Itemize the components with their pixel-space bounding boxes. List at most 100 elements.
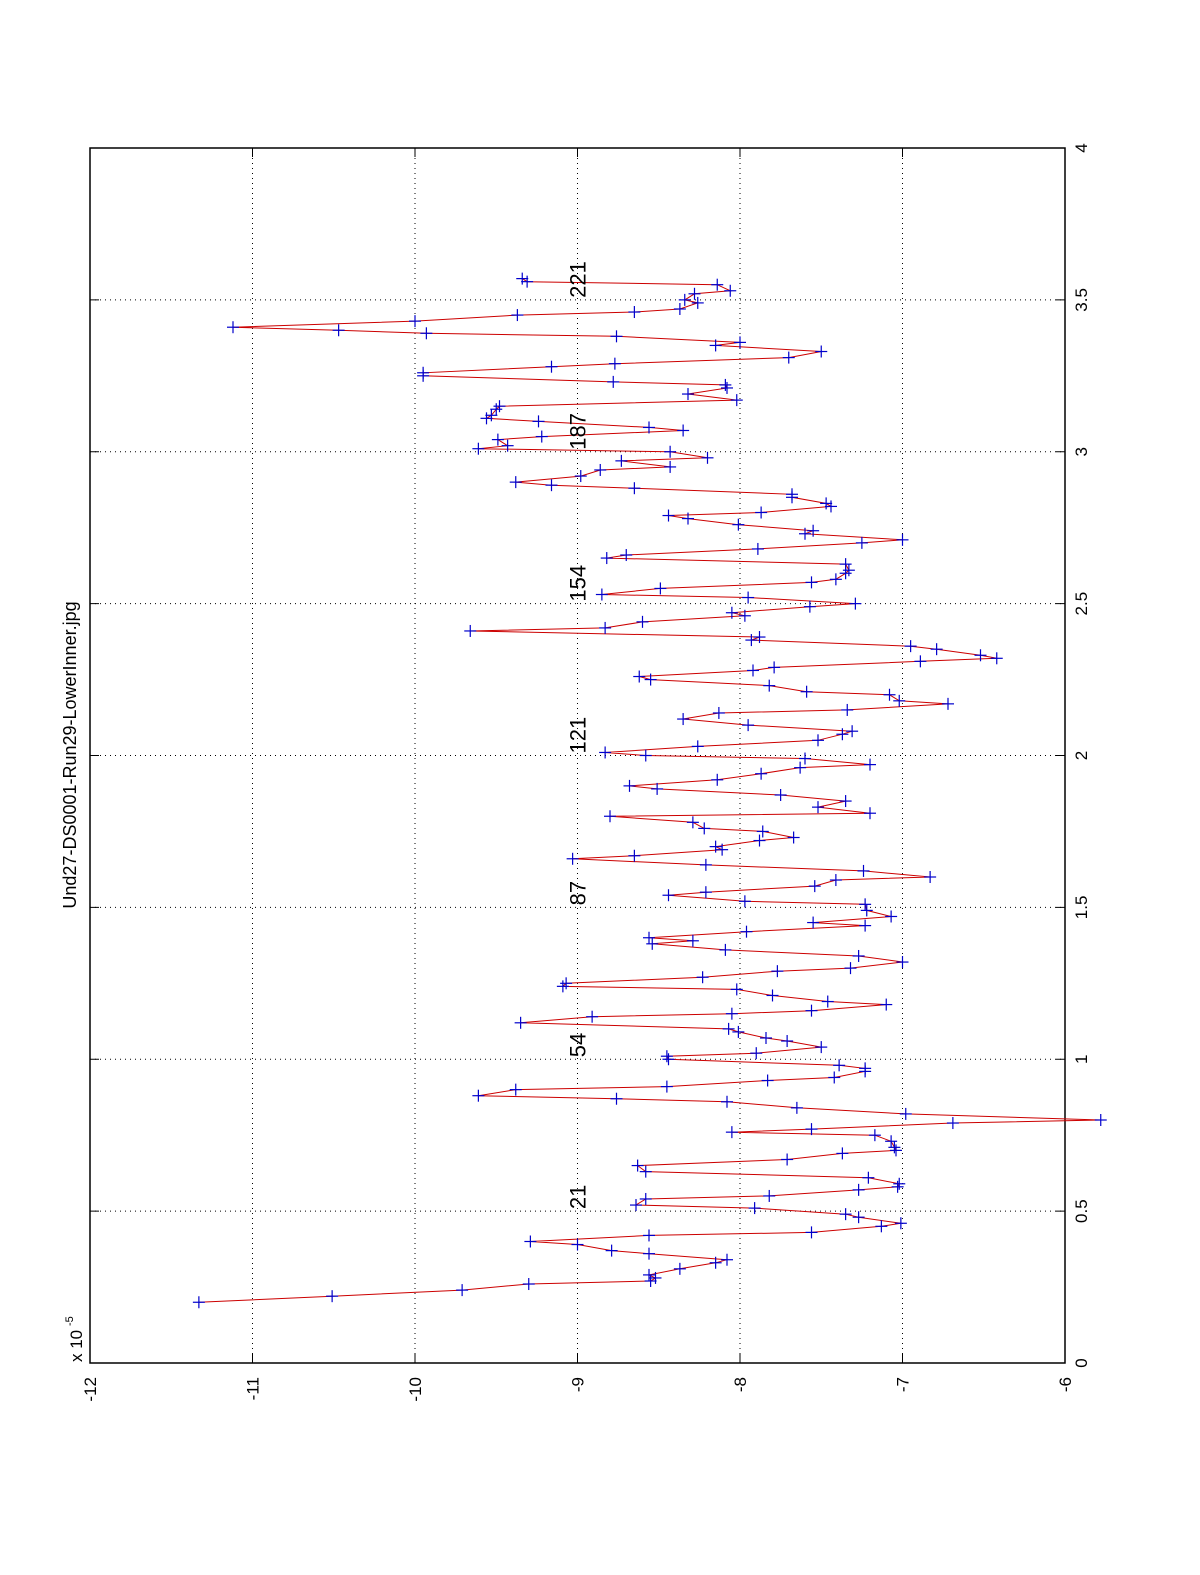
data-point — [885, 1135, 898, 1148]
data-point — [721, 381, 733, 394]
data-point — [893, 1177, 906, 1190]
data-point — [860, 904, 873, 917]
data-point — [742, 719, 755, 732]
y-tick-label: -10 — [406, 1377, 425, 1402]
data-point — [501, 439, 514, 452]
data-point — [691, 296, 704, 309]
data-point — [509, 1083, 522, 1096]
data-point — [725, 1126, 738, 1139]
data-point — [643, 931, 655, 944]
data-point — [725, 1007, 738, 1020]
y-tick-label: -6 — [1056, 1377, 1075, 1392]
data-point — [192, 1296, 205, 1309]
data-point — [864, 758, 876, 771]
data-point — [574, 470, 587, 483]
data-point — [829, 573, 842, 586]
data-point — [709, 840, 722, 853]
data-point — [662, 889, 675, 902]
data-point — [742, 591, 755, 604]
data-point — [673, 302, 686, 315]
data-point — [880, 998, 893, 1011]
data-point — [691, 740, 704, 753]
data-point — [750, 1047, 763, 1060]
data-point — [605, 1244, 618, 1257]
data-point — [699, 858, 712, 871]
data-point — [643, 421, 655, 434]
data-point — [904, 640, 917, 653]
data-point — [868, 1129, 881, 1142]
data-point — [660, 1080, 673, 1093]
data-point — [628, 849, 641, 862]
series-group — [192, 272, 1107, 1309]
data-point — [761, 1074, 774, 1087]
data-point — [812, 801, 824, 814]
data-point — [862, 1171, 875, 1184]
data-point — [844, 962, 857, 975]
x-tick-label: 3 — [1072, 447, 1091, 456]
data-point — [599, 746, 612, 759]
data-point — [812, 734, 824, 747]
data-point — [409, 315, 421, 328]
data-point — [643, 1247, 655, 1260]
data-point — [673, 1262, 686, 1275]
data-point — [891, 1180, 904, 1193]
data-point — [721, 1095, 733, 1108]
data-point — [799, 527, 811, 540]
data-point — [227, 321, 239, 334]
data-point — [698, 822, 711, 835]
data-point — [682, 512, 694, 525]
data-point — [594, 463, 607, 476]
data-point — [701, 451, 714, 464]
data-point — [688, 287, 701, 300]
data-point — [595, 588, 608, 601]
data-point — [509, 476, 522, 489]
data-point — [846, 725, 859, 738]
data-point — [719, 378, 732, 391]
data-point — [766, 989, 779, 1002]
data-point — [888, 1141, 901, 1154]
data-point — [859, 1062, 872, 1075]
data-point — [730, 394, 743, 407]
data-point — [896, 533, 909, 546]
data-point — [748, 1202, 761, 1215]
data-point — [490, 403, 503, 416]
data-point — [664, 445, 677, 458]
x-tick-label: 1.5 — [1072, 896, 1091, 920]
axis-ticks: -6 -7 -8 -9 -10 -11 -12 0 0.5 1 1.5 2 2.5 3 3.5 4 — [81, 143, 1091, 1401]
data-point — [974, 649, 987, 662]
annotation-label: 187 — [566, 413, 591, 450]
data-point — [608, 357, 621, 370]
data-point — [491, 433, 504, 446]
data-point — [604, 810, 616, 823]
data-point — [836, 1147, 849, 1160]
data-point — [545, 479, 558, 492]
data-point — [755, 506, 768, 519]
data-point — [516, 272, 529, 285]
data-point — [747, 664, 759, 677]
data-point — [610, 1092, 623, 1105]
data-point — [781, 1035, 794, 1048]
data-point — [417, 366, 430, 379]
data-point — [859, 898, 872, 911]
data-point — [807, 524, 820, 537]
data-point — [630, 1199, 642, 1212]
data-point — [755, 767, 768, 780]
data-point — [825, 500, 837, 513]
data-point — [864, 807, 876, 820]
data-point — [643, 1229, 655, 1242]
data-point — [639, 1192, 652, 1205]
data-point — [678, 293, 691, 306]
data-point — [829, 874, 842, 887]
data-point — [664, 460, 677, 473]
data-point — [699, 886, 712, 899]
data-point — [786, 488, 798, 501]
data-point — [586, 1010, 599, 1023]
data-point — [711, 278, 724, 291]
data-point — [686, 816, 699, 829]
y-multiplier-label: x 10 — [67, 1330, 86, 1362]
annotation-label: 121 — [566, 717, 591, 754]
series-line — [198, 278, 1101, 1303]
data-point — [849, 597, 862, 610]
data-point — [456, 1284, 469, 1297]
data-point — [734, 336, 746, 349]
